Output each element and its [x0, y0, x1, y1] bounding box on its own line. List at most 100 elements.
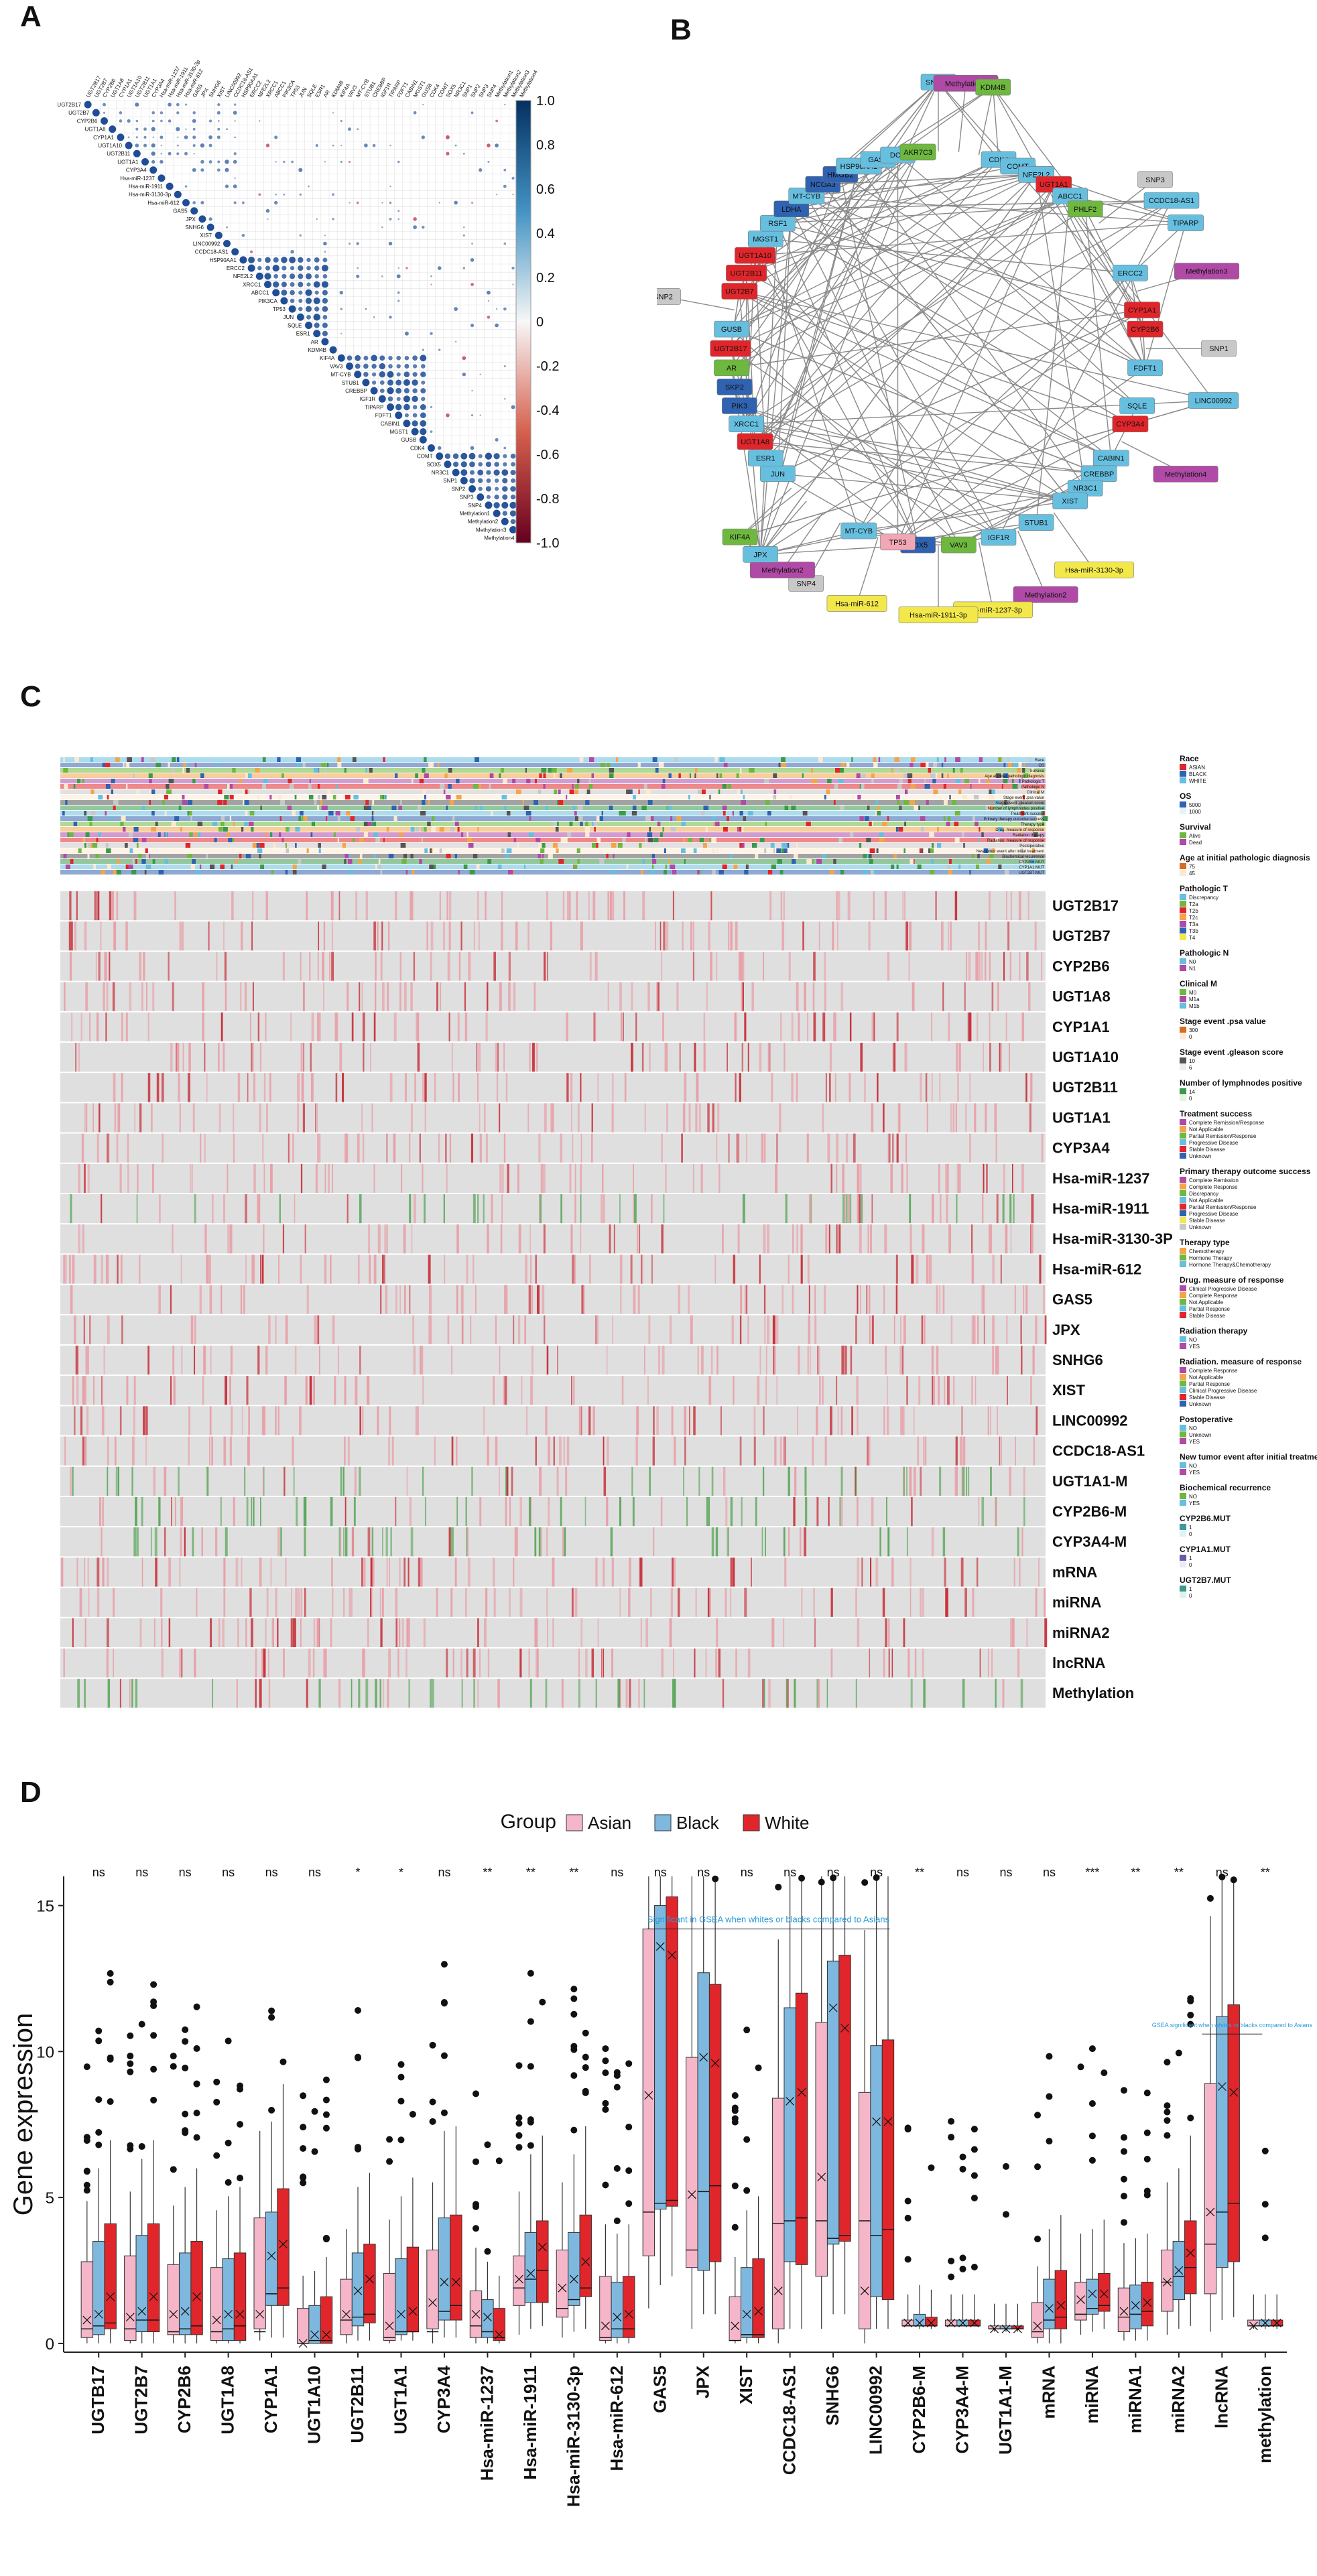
annotation-segment [115, 757, 120, 762]
heatmap-stripe [686, 1497, 688, 1527]
mean-marker [94, 2309, 103, 2319]
network-node-label: SKP2 [725, 383, 744, 391]
heatmap-stripe [841, 1346, 844, 1375]
correlation-dot [493, 502, 500, 509]
box [147, 2223, 160, 2333]
network-edge [731, 328, 1099, 474]
annotation-segment [540, 859, 544, 864]
heatmap-stripe [406, 1466, 408, 1496]
heatmap-stripe [473, 1194, 476, 1224]
heatmap-stripe [194, 1194, 196, 1224]
heatmap-stripe [932, 1376, 934, 1405]
heatmap-stripe [765, 1376, 767, 1405]
heatmap-stripe [282, 952, 285, 981]
heatmap-stripe [798, 1346, 800, 1375]
correlation-dot [280, 297, 288, 305]
category-label: Hsa-miR-3130-3p [563, 2366, 583, 2507]
annotation-segment [907, 773, 913, 778]
annotation-segment [920, 827, 924, 832]
box [795, 1992, 808, 2265]
legend-swatch [1180, 808, 1186, 814]
network-node-label: PHLF2 [1074, 206, 1096, 214]
annotation-segment [839, 806, 844, 810]
annotation-segment [578, 816, 583, 821]
annotation-segment [818, 757, 823, 762]
outlier-point [1261, 2234, 1269, 2242]
heatmap-stripe [665, 1163, 667, 1193]
heatmap-stripe [641, 1254, 643, 1284]
annotation-segment [107, 795, 109, 799]
heatmap-stripe [137, 1163, 139, 1193]
heatmap-stripe [597, 1073, 599, 1102]
annotation-segment [95, 854, 100, 858]
correlation-dot [151, 151, 155, 156]
correlation-dot [379, 355, 385, 361]
annotation-segment [833, 800, 836, 805]
correlation-dot [103, 111, 106, 114]
heatmap-stripe [180, 1497, 184, 1527]
annotation-segment [898, 827, 903, 832]
correlation-dot [511, 176, 515, 180]
annotation-segment [718, 789, 720, 794]
correlation-dot [323, 241, 327, 246]
heatmap-stripe [60, 1557, 63, 1587]
heatmap-stripe [1010, 1224, 1012, 1254]
annotation-segment [863, 870, 869, 875]
heatmap-stripe [332, 891, 334, 921]
correlation-dot [347, 355, 353, 361]
heatmap-stripe [751, 982, 754, 1011]
annotation-segment [318, 795, 321, 799]
annotation-segment [375, 864, 377, 869]
heatmap-stripe [955, 1103, 958, 1133]
heatmap-stripe [379, 1679, 381, 1708]
annotation-segment [954, 838, 960, 842]
heatmap-stripe [399, 982, 401, 1011]
heatmap-stripe [983, 1315, 985, 1344]
annotation-segment [395, 773, 398, 778]
network-node-label: VAV3 [950, 541, 968, 550]
legend-item-label: Not Applicable [1189, 1299, 1224, 1305]
colorbar-tick: 0.8 [536, 138, 555, 153]
heatmap-stripe [656, 1406, 660, 1435]
heatmap-stripe [371, 1527, 374, 1557]
heatmap-stripe [771, 1073, 773, 1102]
heatmap-stripe [467, 1557, 471, 1587]
heatmap-stripe [401, 1163, 403, 1193]
heatmap-stripe [381, 1588, 384, 1617]
legend-swatch [1180, 1153, 1186, 1159]
annotation-segment [784, 806, 789, 810]
annotation-segment [279, 816, 281, 821]
heatmap-stripe [168, 952, 170, 981]
heatmap-stripe [380, 952, 383, 981]
heatmap-stripe [651, 1194, 653, 1224]
heatmap-stripe [101, 1406, 105, 1435]
heatmap-stripe [176, 1043, 180, 1072]
annotation-segment [975, 822, 979, 826]
matrix-row-label: CDK4 [410, 445, 425, 451]
heatmap-stripe [546, 1588, 548, 1617]
annotation-segment [293, 811, 296, 816]
annotation-segment [891, 864, 895, 869]
heatmap-stripe [299, 1406, 302, 1435]
heatmap-stripe [972, 1588, 975, 1617]
correlation-dot [332, 193, 334, 196]
significance-label: ns [741, 1866, 753, 1879]
network-edge [1129, 273, 1146, 368]
heatmap-stripe [514, 1527, 517, 1557]
annotation-segment [840, 763, 845, 767]
legend-item-label: WHITE [1189, 778, 1206, 784]
network-node-label: FDFT1 [1133, 365, 1156, 373]
heatmap-stripe [679, 1043, 681, 1072]
annotation-track [60, 779, 1046, 783]
heatmap-stripe [99, 1103, 101, 1133]
heatmap-stripe [574, 1254, 576, 1284]
annotation-segment [569, 822, 573, 826]
annotation-segment [633, 795, 636, 799]
matrix-row-label: LINC00992 [193, 241, 221, 247]
network-node-label: Methylation4 [1165, 470, 1206, 478]
outlier-point [970, 2146, 978, 2153]
significance-label: ns [999, 1866, 1012, 1879]
annotation-segment [903, 848, 905, 853]
box [752, 2258, 765, 2338]
annotation-segment [961, 832, 964, 837]
